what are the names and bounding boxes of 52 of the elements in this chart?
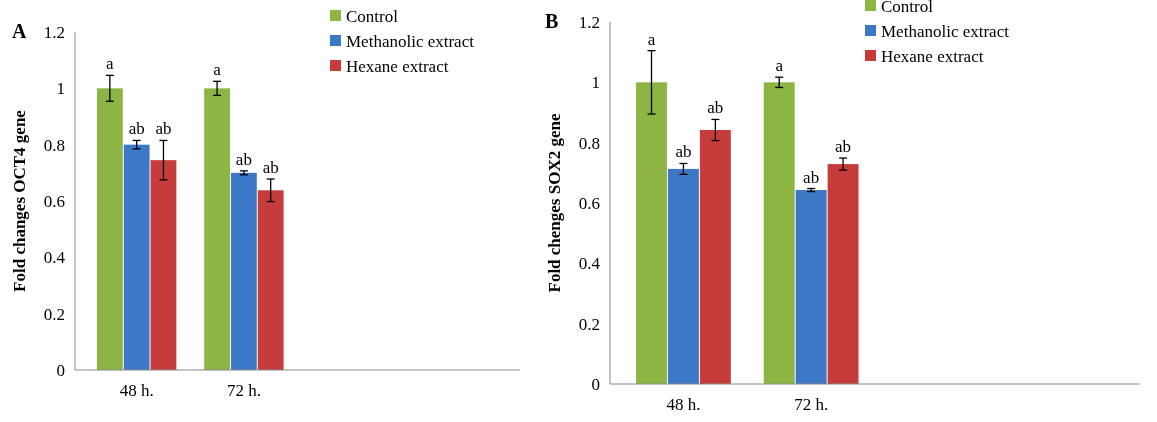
x-tick-label: 72 h.: [226, 381, 261, 400]
data-label: ab: [835, 137, 852, 157]
bar: [667, 168, 699, 384]
y-tick-label: 1.2: [578, 12, 600, 32]
y-tick-label: 1: [591, 73, 600, 93]
data-label: ab: [128, 119, 145, 139]
bar: [96, 88, 123, 370]
data-label: ab: [707, 98, 724, 118]
data-label: ab: [262, 158, 279, 178]
data-label: ab: [235, 149, 252, 169]
y-tick-label: 0: [591, 374, 600, 394]
bar: [150, 160, 177, 370]
y-tick-label: 0.2: [43, 304, 65, 324]
x-tick-label: 48 h.: [119, 381, 154, 400]
y-tick-label: 0.4: [43, 248, 66, 268]
data-label: a: [213, 60, 222, 80]
x-tick-label: 72 h.: [794, 395, 829, 414]
bar: [636, 82, 667, 384]
bar: [257, 190, 284, 370]
y-tick-label: 0.2: [578, 314, 600, 334]
bar: [827, 164, 859, 384]
y-tick-label: 1.2: [43, 22, 65, 42]
bar: [123, 144, 150, 370]
bar: [699, 130, 731, 384]
data-label: a: [775, 56, 784, 76]
data-label: ab: [675, 142, 692, 162]
y-axis-title: Fold changes OCT4 gene: [10, 109, 29, 292]
y-tick-label: 0: [56, 360, 65, 380]
x-tick-label: 48 h.: [666, 395, 701, 414]
y-tick-label: 0.6: [43, 191, 65, 211]
data-label: ab: [155, 119, 172, 139]
legend-label: Methanolic extract: [881, 21, 1010, 41]
legend-label: Methanolic extract: [346, 31, 475, 51]
bar: [795, 190, 827, 384]
data-label: a: [106, 54, 115, 74]
y-tick-label: 0.8: [578, 133, 600, 153]
y-tick-label: 0.6: [578, 193, 600, 213]
y-tick-label: 0.4: [578, 254, 601, 274]
bar: [763, 82, 795, 384]
legend-label: Control: [881, 0, 934, 16]
bar: [204, 88, 230, 370]
legend-label: Control: [346, 6, 399, 26]
data-label: a: [647, 29, 656, 49]
y-axis-title: Fold chenges SOX2 gene: [545, 113, 564, 293]
legend-label: Hexane extract: [346, 56, 449, 76]
bar: [230, 172, 257, 370]
chart-title: B: [545, 10, 559, 32]
legend-label: Hexane extract: [881, 46, 984, 66]
y-tick-label: 0.8: [43, 135, 65, 155]
data-label: ab: [803, 167, 820, 187]
chart-title: A: [12, 20, 27, 42]
y-tick-label: 1: [56, 79, 65, 99]
